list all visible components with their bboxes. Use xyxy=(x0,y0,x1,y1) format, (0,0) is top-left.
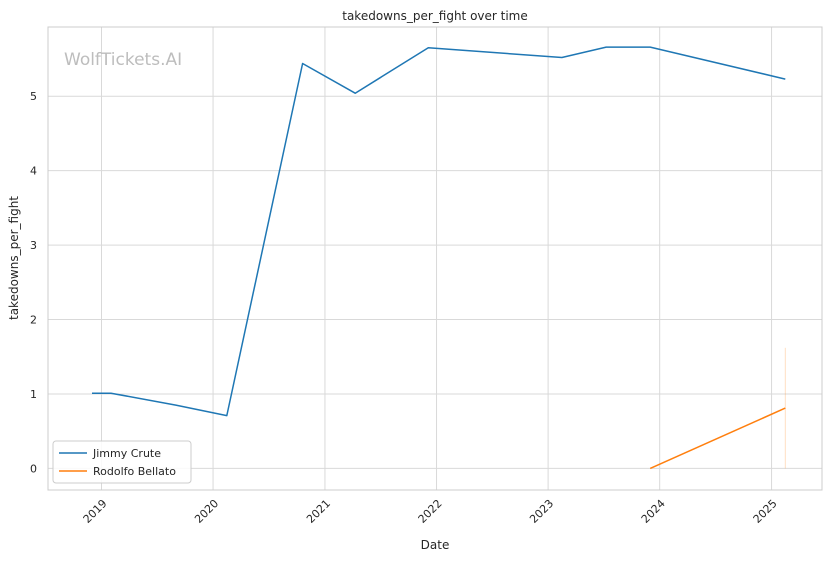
x-axis-label: Date xyxy=(421,538,450,552)
plot-frame xyxy=(47,26,823,491)
legend-label-jimmy-crute: Jimmy Crute xyxy=(92,447,161,460)
legend-label-rodolfo-bellato: Rodolfo Bellato xyxy=(93,465,176,478)
y-tick-label: 5 xyxy=(30,90,37,103)
y-axis-label: takedowns_per_fight xyxy=(7,196,21,320)
legend-box xyxy=(52,440,192,484)
y-tick-labels: 0 1 2 3 4 5 xyxy=(30,90,37,475)
y-tick-label: 0 xyxy=(30,462,37,475)
series-line-rodolfo-bellato xyxy=(649,407,786,470)
y-tick-label: 1 xyxy=(30,388,37,401)
y-tick-label: 2 xyxy=(30,314,37,327)
chart-title: takedowns_per_fight over time xyxy=(342,9,528,23)
y-tick-label: 4 xyxy=(30,165,37,178)
watermark: WolfTickets.AI xyxy=(64,50,182,70)
legend: Jimmy Crute Rodolfo Bellato xyxy=(52,440,192,484)
series-layer xyxy=(92,46,786,470)
y-tick-label: 3 xyxy=(30,239,37,252)
series-line-jimmy-crute xyxy=(92,46,786,417)
